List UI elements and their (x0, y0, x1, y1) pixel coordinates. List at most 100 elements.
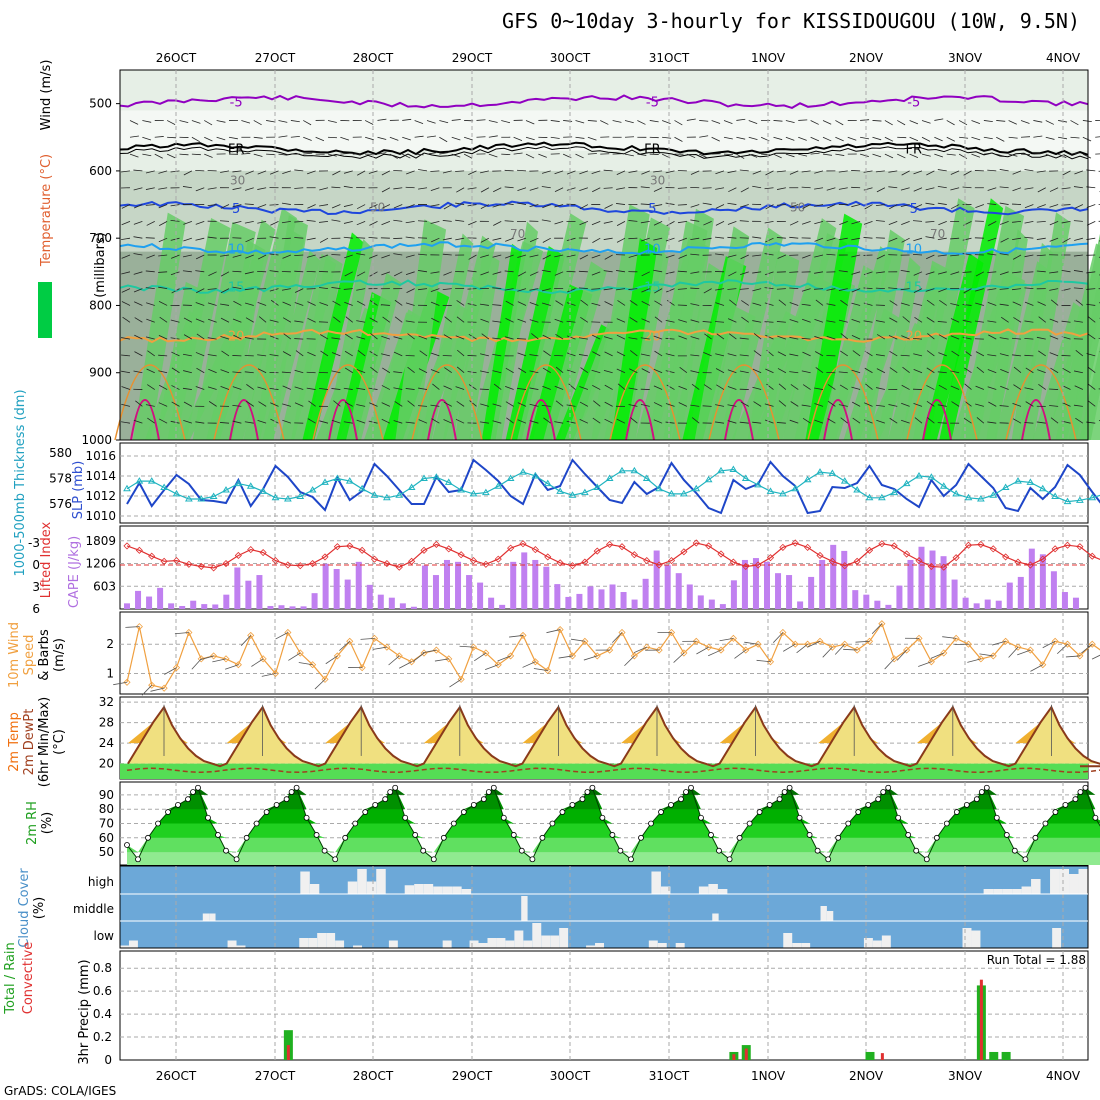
rh-marker (1011, 847, 1018, 854)
rh-marker (243, 834, 250, 841)
wind-barb (505, 318, 514, 323)
wind-barb (987, 421, 997, 424)
lifted-index-line (126, 542, 1100, 569)
rh-plume (481, 243, 526, 440)
wind-barb (587, 153, 597, 155)
wind-barb (356, 320, 366, 323)
wind-barb (159, 221, 168, 226)
thickness-marker (147, 477, 156, 484)
rh-marker (518, 847, 525, 854)
wind-barb (934, 153, 944, 158)
temp-axis-label-line: 2m DewPt (22, 709, 37, 776)
wind-barb (629, 300, 638, 306)
wind-barb (913, 302, 923, 306)
wind-barb (963, 417, 972, 424)
cape-axis-label-line: CAPE (J/kg) (67, 536, 82, 608)
cloud-axis-label-line: (%) (32, 897, 47, 920)
wind-barb (1049, 288, 1059, 291)
wind-barb (121, 254, 131, 259)
wind-barb (897, 120, 906, 126)
rh-marker (430, 856, 437, 863)
wind-barb (616, 418, 626, 424)
rh-marker (387, 789, 394, 795)
li-marker (754, 561, 762, 569)
wind-barb (182, 270, 192, 273)
surface-wind-barb (855, 640, 870, 643)
rh-marker (579, 796, 586, 803)
wind-barb (182, 387, 192, 390)
wind-barb (134, 317, 143, 323)
wind-barb (679, 366, 688, 374)
wind-barb (430, 204, 440, 207)
wind-barb (587, 120, 597, 122)
wind-barb (504, 169, 514, 172)
wind-barb (587, 136, 597, 141)
wind-barb (753, 333, 762, 340)
wind-barb (789, 170, 799, 175)
wind-barb (541, 288, 551, 292)
wind-barb (840, 299, 848, 306)
wind-barb (456, 316, 465, 323)
wind-barb (455, 219, 465, 222)
rh-marker (638, 834, 644, 841)
wind-barb (282, 170, 291, 175)
wind-barb (430, 369, 440, 374)
wind-barb (604, 204, 613, 209)
wind-barb (665, 320, 675, 323)
cape-bar (620, 592, 627, 609)
wind-barb (179, 120, 189, 124)
wind-barb (1036, 270, 1046, 273)
wind-barb (244, 203, 254, 205)
wind-barb (789, 336, 799, 340)
wind-barb (628, 337, 638, 340)
cape-bar (863, 594, 870, 609)
thickness-marker (692, 484, 701, 492)
wind-barb (294, 220, 304, 223)
wind-barb (851, 401, 861, 407)
wind-barb (257, 419, 267, 424)
wind-barb (129, 135, 139, 138)
wind-barb (554, 421, 564, 424)
wind-barb (308, 400, 316, 407)
wind-barb (665, 254, 675, 259)
wind-barb (121, 301, 131, 306)
wind-barb (476, 119, 486, 121)
cape-bar (322, 563, 329, 609)
wind-barb (232, 270, 242, 273)
wind-barb (884, 136, 894, 142)
wind-barb (653, 269, 663, 273)
wind-marker (853, 646, 861, 654)
wind-barb (937, 254, 947, 257)
wind-barb (665, 421, 675, 424)
cape-bar (797, 601, 804, 609)
wind-barb (963, 367, 972, 374)
wind-barb (377, 118, 387, 121)
li-marker (519, 540, 527, 548)
surface-wind-barb (1091, 654, 1100, 660)
wind-barb (418, 169, 428, 172)
li-marker (717, 550, 725, 558)
wind-barb (674, 136, 683, 142)
wind-barb (517, 237, 527, 242)
surface-wind-barb (125, 626, 140, 628)
rh-plume (877, 256, 921, 440)
thickness-tick-label: 576 (49, 497, 72, 511)
wind-barb (677, 204, 687, 206)
wind-barb (1012, 237, 1022, 241)
wind-barb (1050, 299, 1059, 306)
rh-marker (993, 814, 1000, 821)
wind-barb (937, 202, 947, 205)
wind-barb (801, 370, 811, 374)
wind-barb (282, 403, 291, 407)
wind-barb (860, 136, 870, 140)
wind-barb (752, 254, 762, 257)
wind-barb (566, 369, 576, 374)
wind-barb (381, 353, 390, 357)
surface-wind-barb (719, 637, 734, 642)
wind-barb (835, 136, 844, 142)
rh-tick-label: 70 (99, 817, 114, 831)
isotherm-line (119, 279, 1089, 295)
li-marker (395, 563, 403, 571)
wind-barb (456, 349, 465, 357)
